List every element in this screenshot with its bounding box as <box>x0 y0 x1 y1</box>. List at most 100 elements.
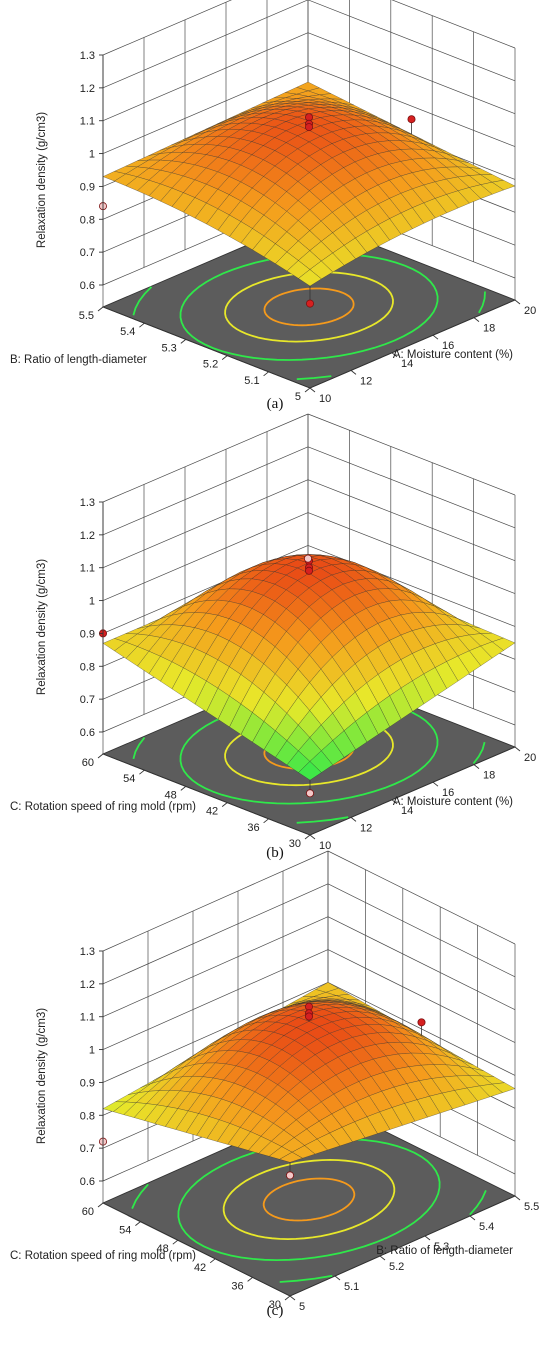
right-tick-label: 14 <box>401 805 413 817</box>
right-tick-label: 18 <box>483 770 495 782</box>
left-tick <box>221 355 228 360</box>
left-axis: 5 5.1 5.2 5.3 5.4 5.5 B: Ratio of length-diame… <box>10 306 311 403</box>
right-axis-line <box>289 1195 516 1297</box>
surface-plot-1: 1.3 1.2 1.1 1 0.9 0.8 0.7 0.6 Relaxation density… <box>10 0 536 412</box>
left-tick-label: 54 <box>119 1225 131 1237</box>
right-wall-hline <box>307 479 516 562</box>
z-tick-label: 0.8 <box>80 214 95 226</box>
z-tick-label: 0.7 <box>80 694 95 706</box>
left-tick <box>247 1277 253 1282</box>
right-axis-title: A: Moisture content (%) <box>393 349 513 361</box>
left-axis-title: C: Rotation speed of ring mold (rpm) <box>10 801 196 813</box>
left-axis-line <box>102 306 311 389</box>
left-axis: 30 36 42 48 54 60 C: Rotation speed of ring mo… <box>10 753 311 850</box>
right-tick <box>309 834 316 840</box>
right-axis: 5 5.1 5.2 5.3 5.4 5.5 B: Ratio of length-diame… <box>289 1195 539 1313</box>
z-axis-title: Relaxation density (g/cm3) <box>36 1008 48 1144</box>
right-tick <box>350 817 357 822</box>
left-axis-title: C: Rotation speed of ring mold (rpm) <box>10 1250 196 1262</box>
left-tick <box>221 802 228 807</box>
right-axis-title: B: Ratio of length-diameter <box>376 1245 513 1257</box>
right-wall-hline <box>327 949 516 1043</box>
left-tick <box>139 322 145 328</box>
left-wall-hline <box>102 0 233 56</box>
right-tick <box>379 1255 386 1261</box>
design-point <box>304 566 313 575</box>
z-tick-label: 1.1 <box>80 563 95 575</box>
z-tick-label: 0.7 <box>80 1143 95 1155</box>
right-tick <box>309 387 316 393</box>
left-tick-label: 30 <box>289 838 301 850</box>
right-tick-label: 20 <box>524 752 536 764</box>
contour-line <box>224 271 394 343</box>
surface-plot-3: 1.3 1.2 1.1 1 0.9 0.8 0.7 0.6 Relaxation density… <box>10 850 539 1319</box>
left-tick <box>97 1202 104 1208</box>
right-tick <box>334 1275 341 1281</box>
design-points <box>99 113 416 308</box>
z-tick-label: 1.2 <box>80 979 95 991</box>
left-tick <box>180 339 187 344</box>
right-wall-hline <box>307 65 516 147</box>
left-wall-hline <box>102 413 309 503</box>
design-point <box>417 1018 426 1027</box>
left-tick-label: 5.1 <box>244 375 259 387</box>
left-tick-label: 42 <box>206 806 218 818</box>
response-surface <box>102 81 516 287</box>
left-wall-hline <box>102 850 329 952</box>
design-point <box>304 1002 313 1011</box>
left-tick <box>172 1239 179 1245</box>
left-tick-label: 36 <box>247 822 259 834</box>
right-tick-label: 18 <box>483 323 495 335</box>
z-tick-label: 1.3 <box>80 50 95 62</box>
z-tick-label: 1.2 <box>80 530 95 542</box>
right-tick-label: 5.5 <box>524 1201 539 1213</box>
panel-caption: (b) <box>266 845 284 861</box>
left-wall-hline <box>102 0 309 89</box>
right-tick <box>424 1235 431 1241</box>
left-wall-hline <box>102 883 329 985</box>
z-tick-label: 0.6 <box>80 727 95 739</box>
right-tick-label: 14 <box>401 358 413 370</box>
left-tick-label: 36 <box>231 1280 243 1292</box>
right-axis: 10 12 14 16 18 20 A: Moisture content (%) <box>309 746 536 852</box>
z-tick-label: 1.3 <box>80 946 95 958</box>
response-surface <box>102 554 516 781</box>
right-wall-hline <box>307 0 516 82</box>
right-wall-hline <box>327 916 516 1011</box>
design-point <box>407 115 416 124</box>
left-tick <box>135 1221 141 1226</box>
left-tick <box>304 387 311 393</box>
left-tick-label: 60 <box>82 1206 94 1218</box>
right-axis: 10 12 14 16 18 20 A: Moisture content (%) <box>309 299 536 405</box>
left-tick-label: 42 <box>194 1262 206 1274</box>
left-axis: 30 36 42 48 54 60 C: Rotation speed of ring mo… <box>10 1202 291 1311</box>
surface-facet <box>279 1151 303 1163</box>
right-tick <box>514 746 521 752</box>
left-wall-hline <box>102 479 309 569</box>
right-tick-label: 12 <box>360 375 372 387</box>
left-wall-hline <box>102 65 309 154</box>
right-wall-hline <box>307 32 516 115</box>
z-tick-label: 1 <box>89 596 95 608</box>
left-tick-label: 5.3 <box>162 342 177 354</box>
panel-caption: (c) <box>267 1303 284 1319</box>
left-tick <box>139 769 145 775</box>
right-tick-label: 5.4 <box>479 1221 494 1233</box>
surface-facet <box>298 761 322 781</box>
z-tick-label: 0.9 <box>80 1077 95 1089</box>
z-tick-label: 1.2 <box>80 83 95 95</box>
z-tick-label: 1 <box>89 149 95 161</box>
left-wall-hline <box>102 32 309 122</box>
right-wall-hline <box>327 850 516 945</box>
left-tick-label: 48 <box>165 789 177 801</box>
left-wall-hline <box>102 512 309 601</box>
z-tick-label: 0.7 <box>80 247 95 259</box>
right-tick-label: 12 <box>360 822 372 834</box>
z-tick-label: 0.8 <box>80 661 95 673</box>
left-wall-hline <box>102 446 309 536</box>
right-tick-label: 10 <box>319 393 331 405</box>
design-point <box>285 1171 294 1180</box>
z-axis-title: Relaxation density (g/cm3) <box>36 112 48 248</box>
right-tick <box>289 1295 296 1301</box>
